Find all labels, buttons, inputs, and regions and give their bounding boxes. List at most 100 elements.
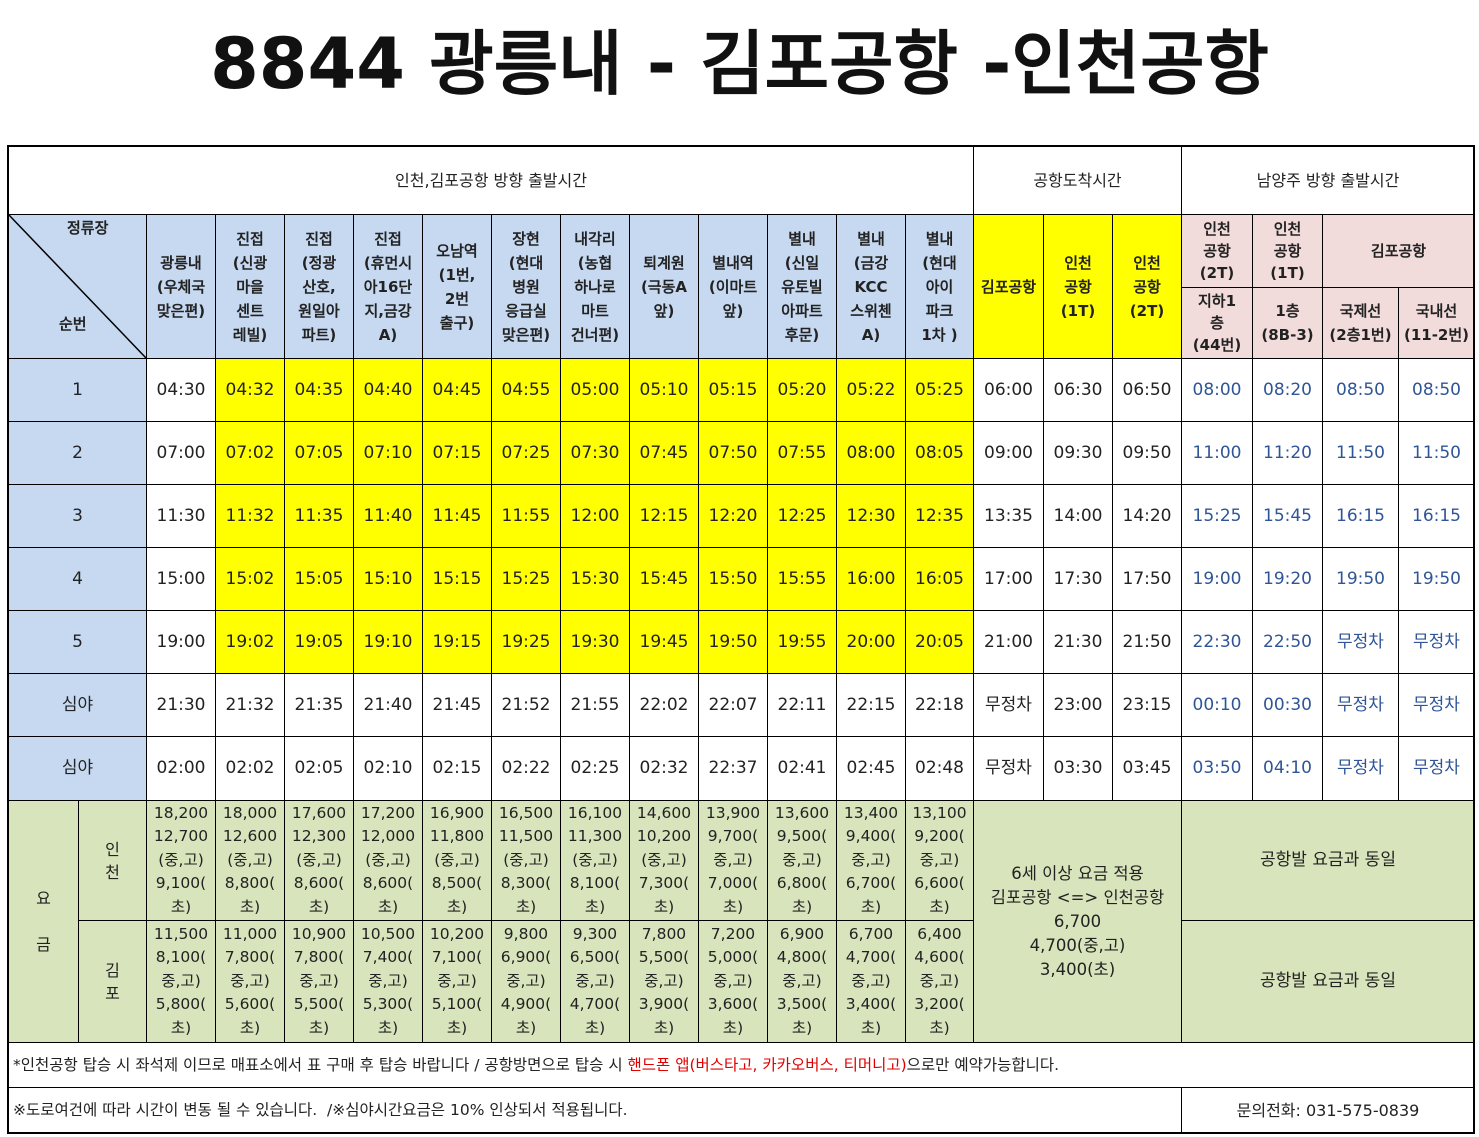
note-part: *인천공항 탑승 시 좌석제 이므로 매표소에서 표 구매 후 탑승 바랍니다 … [13, 1055, 628, 1074]
fare-cell: 9,300 6,500( 중,고) 4,700( 초) [560, 920, 630, 1043]
fare-cell: 7,200 5,000( 중,고) 3,600( 초) [698, 920, 768, 1043]
time-cell: 08:05 [905, 421, 974, 485]
time-cell: 22:15 [836, 673, 906, 737]
return-header: 인천 공항 (2T) [1181, 214, 1253, 288]
row-label: 1 [8, 358, 147, 422]
time-cell: 03:50 [1181, 736, 1253, 801]
fare-cell: 10,900 7,800( 중,고) 5,500( 초) [284, 920, 354, 1043]
note-part: 으로만 예약가능합니다. [906, 1055, 1060, 1074]
time-cell: 11:00 [1181, 421, 1253, 485]
time-cell: 02:45 [836, 736, 906, 801]
time-cell: 07:45 [629, 421, 699, 485]
time-cell: 무정차 [1398, 673, 1475, 737]
stop-header: 내각리 (농협 하나로 마트 건너편) [560, 214, 630, 359]
time-cell: 15:25 [491, 547, 561, 611]
time-cell: 12:15 [629, 484, 699, 548]
time-cell: 16:00 [836, 547, 906, 611]
time-cell: 19:15 [422, 610, 492, 674]
fare-cell: 13,600 9,500( 중,고) 6,800( 초) [767, 800, 837, 921]
fare-cell: 13,900 9,700( 중,고) 7,000( 초) [698, 800, 768, 921]
row-label: 3 [8, 484, 147, 548]
time-cell: 05:10 [629, 358, 699, 422]
return-stop: 국제선 (2층1번) [1322, 287, 1399, 359]
time-cell: 11:32 [215, 484, 285, 548]
corner-bottom: 순번 [59, 315, 87, 333]
time-cell: 21:30 [146, 673, 216, 737]
time-cell: 12:30 [836, 484, 906, 548]
time-cell: 19:30 [560, 610, 630, 674]
time-cell: 00:30 [1252, 673, 1323, 737]
time-cell: 08:20 [1252, 358, 1323, 422]
time-cell: 02:05 [284, 736, 354, 801]
stop-header: 퇴계원 (극동A 앞) [629, 214, 699, 359]
row-label: 5 [8, 610, 147, 674]
arrival-header: 인천 공항 (2T) [1112, 214, 1182, 359]
time-cell: 04:40 [353, 358, 423, 422]
time-cell: 19:20 [1252, 547, 1323, 611]
time-cell: 11:55 [491, 484, 561, 548]
fare-cell: 6,900 4,800( 중,고) 3,500( 초) [767, 920, 837, 1043]
time-cell: 21:00 [973, 610, 1044, 674]
time-cell: 03:30 [1043, 736, 1113, 801]
time-cell: 19:45 [629, 610, 699, 674]
time-cell: 15:55 [767, 547, 837, 611]
fare-cell: 13,400 9,400( 중,고) 6,700( 초) [836, 800, 906, 921]
time-cell: 무정차 [1398, 736, 1475, 801]
time-cell: 19:00 [146, 610, 216, 674]
time-cell: 04:45 [422, 358, 492, 422]
return-stop: 국내선 (11-2번) [1398, 287, 1475, 359]
return-header: 인천 공항 (1T) [1252, 214, 1323, 288]
time-cell: 14:00 [1043, 484, 1113, 548]
time-cell: 17:30 [1043, 547, 1113, 611]
time-cell: 17:50 [1112, 547, 1182, 611]
fare-cell: 10,500 7,400( 중,고) 5,300( 초) [353, 920, 423, 1043]
time-cell: 07:10 [353, 421, 423, 485]
time-cell: 19:50 [1398, 547, 1475, 611]
time-cell: 06:30 [1043, 358, 1113, 422]
stop-header: 장현 (현대 병원 응급실 맞은편) [491, 214, 561, 359]
section-header: 공항도착시간 [973, 146, 1182, 215]
time-cell: 11:40 [353, 484, 423, 548]
time-cell: 15:15 [422, 547, 492, 611]
stop-header: 오남역 (1번, 2번 출구) [422, 214, 492, 359]
time-cell: 19:02 [215, 610, 285, 674]
time-cell: 무정차 [973, 736, 1044, 801]
time-cell: 04:55 [491, 358, 561, 422]
stop-header: 별내역 (이마트 앞) [698, 214, 768, 359]
time-cell: 21:32 [215, 673, 285, 737]
fare-cell: 11,000 7,800( 중,고) 5,600( 초) [215, 920, 285, 1043]
time-cell: 07:05 [284, 421, 354, 485]
time-cell: 19:05 [284, 610, 354, 674]
fare-cell: 18,200 12,700 (중,고) 9,100( 초) [146, 800, 216, 921]
time-cell: 07:30 [560, 421, 630, 485]
fare-cell: 16,900 11,800 (중,고) 8,500( 초) [422, 800, 492, 921]
section-header: 남양주 방향 출발시간 [1181, 146, 1475, 215]
time-cell: 22:07 [698, 673, 768, 737]
time-cell: 02:25 [560, 736, 630, 801]
stop-header: 별내 (현대 아이 파크 1차 ) [905, 214, 974, 359]
time-cell: 04:10 [1252, 736, 1323, 801]
time-cell: 12:35 [905, 484, 974, 548]
time-cell: 15:10 [353, 547, 423, 611]
time-cell: 02:32 [629, 736, 699, 801]
time-cell: 22:02 [629, 673, 699, 737]
time-cell: 15:02 [215, 547, 285, 611]
airport-fare-note: 6세 이상 요금 적용 김포공항 <=> 인천공항 6,700 4,700(중,… [973, 800, 1182, 1043]
stop-header: 진접 (휴먼시 아16단 지,금강 A) [353, 214, 423, 359]
time-cell: 20:00 [836, 610, 906, 674]
time-cell: 23:15 [1112, 673, 1182, 737]
time-cell: 19:25 [491, 610, 561, 674]
time-cell: 09:50 [1112, 421, 1182, 485]
time-cell: 21:35 [284, 673, 354, 737]
arrival-header: 인천 공항 (1T) [1043, 214, 1113, 359]
time-cell: 20:05 [905, 610, 974, 674]
time-cell: 06:00 [973, 358, 1044, 422]
time-cell: 11:50 [1398, 421, 1475, 485]
time-cell: 15:45 [1252, 484, 1323, 548]
time-cell: 04:30 [146, 358, 216, 422]
time-cell: 22:37 [698, 736, 768, 801]
row-label: 2 [8, 421, 147, 485]
fare-cell: 6,400 4,600( 중,고) 3,200( 초) [905, 920, 974, 1043]
fare-label: 요 금 [8, 800, 79, 1043]
time-cell: 02:02 [215, 736, 285, 801]
